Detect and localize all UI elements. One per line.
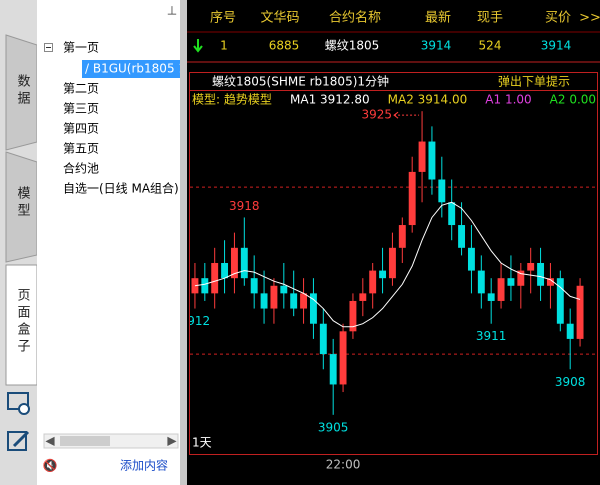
period-label: 1天	[192, 436, 212, 450]
down-arrow	[193, 39, 203, 53]
tab-label[interactable]: 数据	[15, 74, 31, 108]
candle-body	[438, 179, 446, 203]
candle-body	[329, 354, 337, 385]
candle-body	[527, 263, 535, 271]
tab-label[interactable]: 页面盒子	[15, 288, 31, 356]
candle-body	[546, 278, 554, 286]
candle-body	[517, 270, 525, 286]
add-content-link[interactable]: 添加内容	[120, 458, 168, 473]
tree-item[interactable]: 第一页	[63, 41, 99, 55]
price-annotation: 3918	[229, 199, 260, 213]
column-header[interactable]: 最新	[425, 10, 451, 26]
h-scrollbar[interactable]: ◀ ▶	[43, 433, 179, 449]
cell: 3914	[541, 39, 572, 53]
candle-body	[477, 270, 485, 294]
candle-body	[398, 225, 406, 248]
tree-item[interactable]: / B1GU(rb1805 1:	[85, 62, 190, 76]
candle-body	[388, 247, 396, 279]
candle-body	[359, 293, 367, 301]
candle-body	[418, 141, 426, 172]
candle-body	[201, 278, 209, 294]
candle-body	[428, 141, 436, 180]
candle-body	[576, 285, 584, 339]
cell: 螺纹1805	[325, 39, 380, 53]
cell: 1	[220, 39, 228, 53]
tree-item[interactable]: 第二页	[63, 82, 99, 96]
candle-body	[309, 293, 317, 324]
candle-body	[566, 323, 574, 339]
candle-body	[369, 270, 377, 294]
x-axis: 22:00	[326, 458, 361, 472]
candle-body	[487, 293, 495, 301]
popup-toggle[interactable]: 弹出下单提示	[498, 74, 570, 89]
tree-item[interactable]: 合约池	[63, 161, 99, 176]
price-annotation: 3905	[318, 420, 349, 434]
candle-body	[448, 202, 456, 226]
candle-body	[319, 323, 327, 355]
candle-body	[458, 225, 466, 248]
tree-item[interactable]: 第四页	[63, 122, 99, 136]
quote-panel	[187, 0, 600, 485]
annotation-arrowhead	[393, 111, 399, 119]
tree-item[interactable]: 第三页	[63, 102, 99, 116]
candle-body	[339, 331, 347, 385]
chart-title: 螺纹1805(SHME rb1805)1分钟	[212, 74, 389, 89]
x-tick-label: 22:00	[326, 458, 361, 472]
indicator-label: A2 0.00	[550, 93, 596, 107]
price-annotation: 3911	[476, 329, 507, 343]
candle-body	[408, 171, 416, 226]
icon[interactable]	[7, 430, 30, 451]
pin-icon[interactable]: ⊥	[167, 4, 177, 18]
column-header[interactable]: 现手	[477, 11, 503, 26]
candle-body	[379, 270, 387, 279]
price-annotation: 3912	[180, 314, 211, 328]
column-header[interactable]: 文华码	[260, 11, 299, 26]
column-header[interactable]: 买价	[545, 11, 571, 26]
tab-label[interactable]: 模型	[15, 186, 31, 220]
candle-body	[221, 263, 229, 279]
indicator-label: MA1 3912.80	[290, 93, 370, 107]
model-label: 模型: 趋势模型	[192, 93, 272, 107]
tree-panel	[37, 0, 180, 485]
candle-body	[260, 293, 268, 309]
candle-body	[230, 247, 238, 279]
mute-icon[interactable]: 🔇	[43, 459, 58, 473]
cell: 524	[479, 39, 502, 53]
candle-body	[497, 278, 505, 301]
price-annotation: 3908	[555, 375, 586, 389]
plot: 3925 3918 3912 3911 3908 3905	[180, 108, 597, 434]
candle-body	[537, 263, 545, 286]
tree-selection	[82, 60, 180, 78]
candle-body	[507, 278, 515, 286]
candle-body	[211, 263, 219, 294]
cell: 3914	[421, 39, 452, 53]
candle-body	[349, 300, 357, 332]
tree-item[interactable]: 第五页	[63, 142, 99, 156]
price-annotation: 3925	[362, 108, 393, 122]
cell: 6885	[269, 39, 300, 53]
column-header[interactable]: >>	[579, 11, 600, 26]
candle-body	[300, 293, 308, 309]
candle-body	[290, 293, 298, 309]
candle-body	[240, 247, 248, 279]
ma-line	[194, 201, 581, 328]
splitter[interactable]	[180, 0, 187, 485]
candle-body	[467, 247, 475, 271]
column-header[interactable]: 序号	[210, 11, 236, 26]
svg-text:▶: ▶	[167, 434, 177, 448]
column-header[interactable]: 合约名称	[329, 10, 381, 26]
candle-body	[250, 278, 258, 294]
candle-body	[556, 278, 564, 324]
indicator-label: MA2 3914.00	[388, 93, 468, 107]
svg-text:◀: ◀	[45, 434, 55, 448]
indicator-label: A1 1.00	[485, 93, 531, 107]
candle-body	[270, 285, 278, 309]
icon[interactable]	[7, 392, 30, 415]
chart-frame	[189, 72, 598, 455]
candle-body	[280, 285, 288, 294]
tree-item[interactable]: 自选一(日线 MA组合)	[63, 181, 179, 196]
